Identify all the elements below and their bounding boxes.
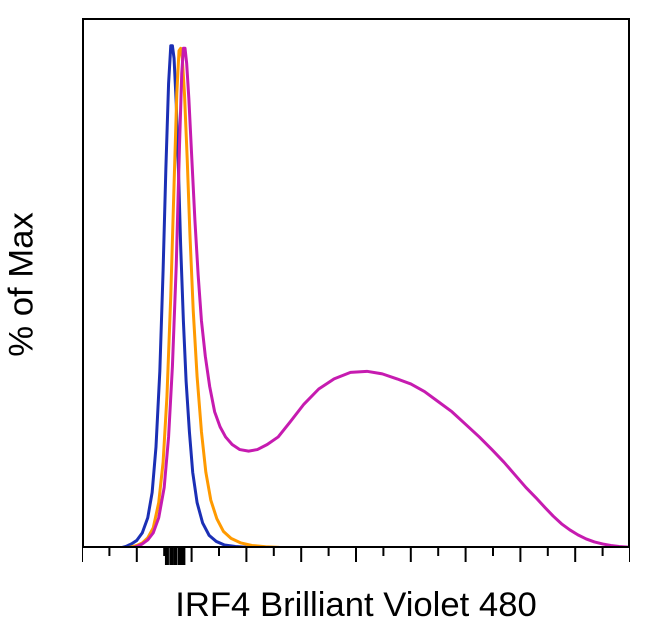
plot-area — [82, 18, 630, 572]
x-axis-label: IRF4 Brilliant Violet 480 — [82, 586, 630, 625]
histogram-plot — [82, 18, 630, 572]
y-axis-label: % of Max — [3, 155, 42, 415]
